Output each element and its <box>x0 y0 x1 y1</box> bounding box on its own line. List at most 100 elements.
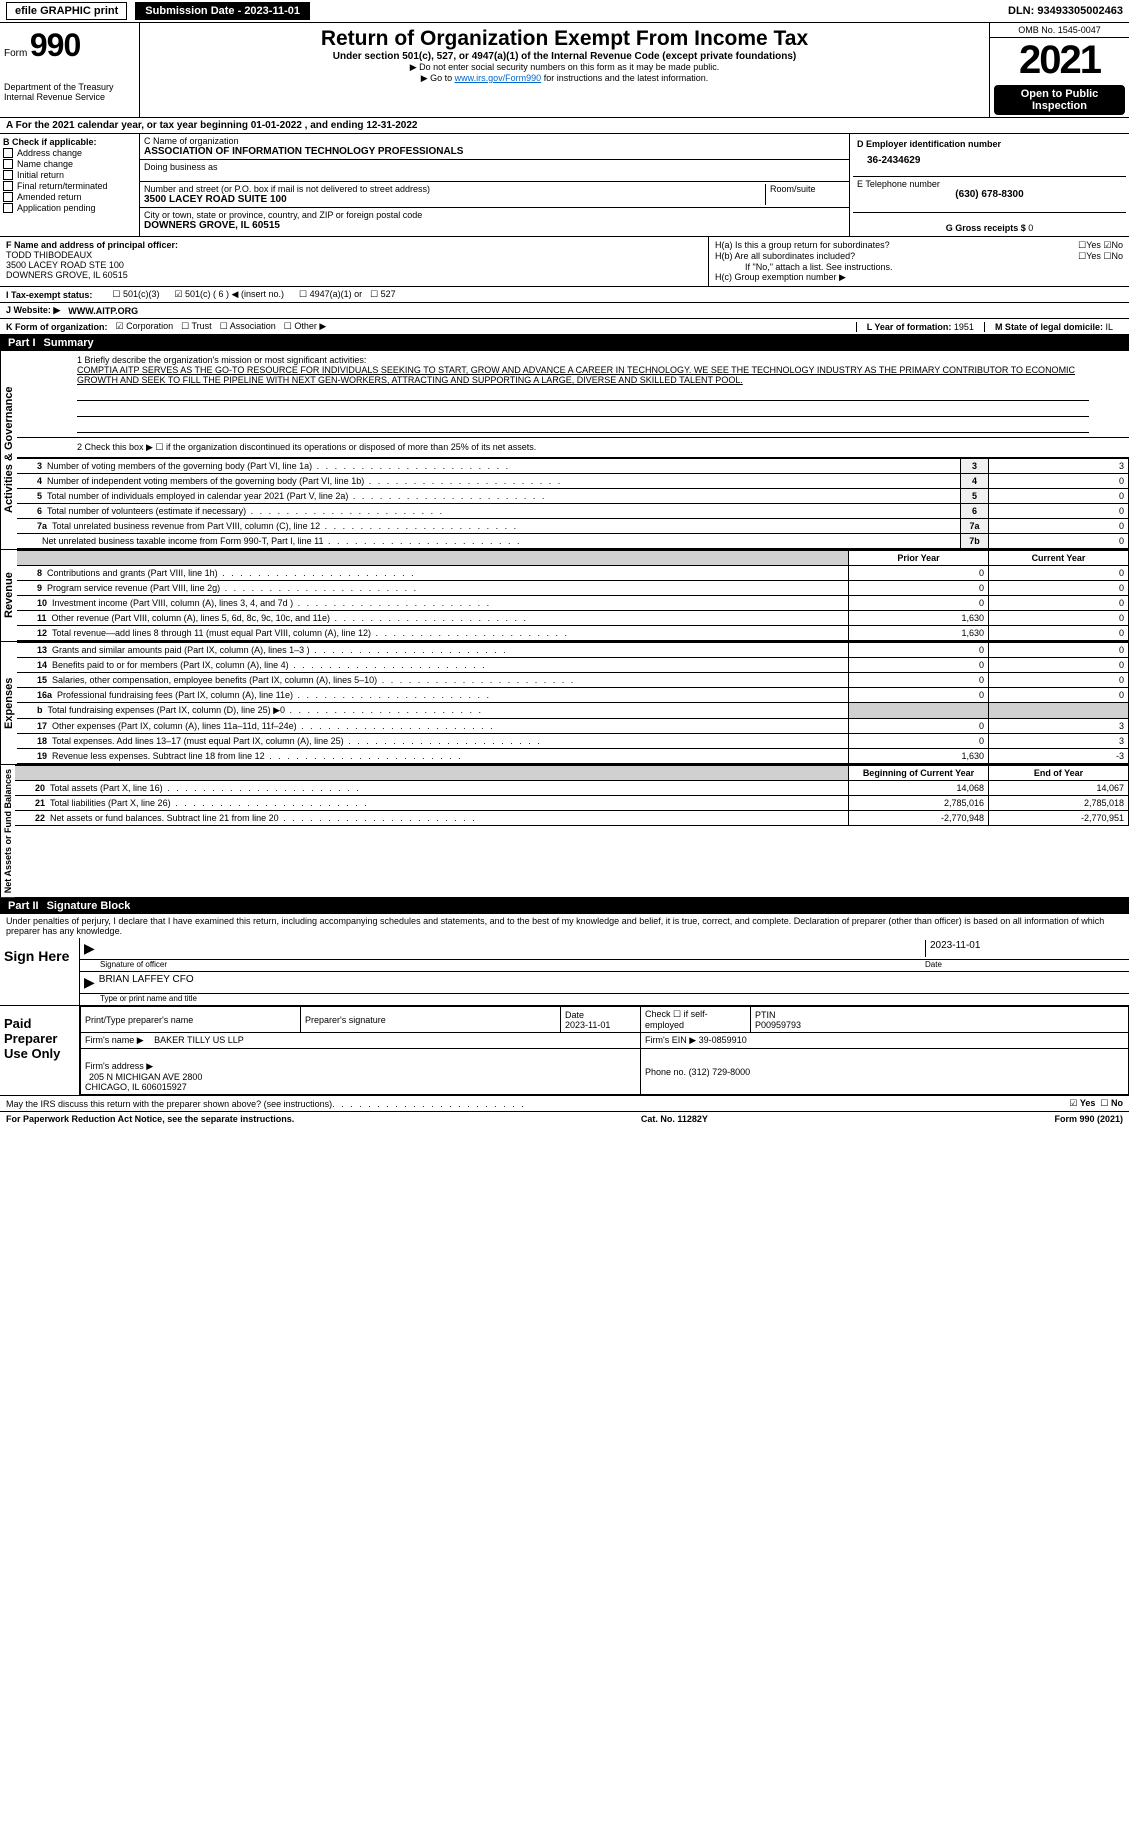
form-number-box: Form 990 Department of the Treasury Inte… <box>0 23 140 117</box>
table-row: 6 Total number of volunteers (estimate i… <box>17 504 1129 519</box>
officer-name: TODD THIBODEAUX <box>6 250 702 260</box>
officer-addr2: DOWNERS GROVE, IL 60515 <box>6 270 702 280</box>
line1-label: 1 Briefly describe the organization's mi… <box>77 355 1089 365</box>
row-k-l-m: K Form of organization: ☑ Corporation ☐ … <box>0 319 1129 335</box>
exp-table: 13 Grants and similar amounts paid (Part… <box>17 642 1129 764</box>
part2-title: Part II <box>8 900 47 912</box>
table-row: 7a Total unrelated business revenue from… <box>17 519 1129 534</box>
firm-addr-value: 205 N MICHIGAN AVE 2800 CHICAGO, IL 6060… <box>85 1072 202 1092</box>
omb-number: OMB No. 1545-0047 <box>990 23 1129 38</box>
table-row: 21 Total liabilities (Part X, line 26)2,… <box>15 796 1129 811</box>
ha-answer: ☐Yes ☑No <box>1078 240 1123 251</box>
row-m-label: M State of legal domicile: <box>995 322 1103 332</box>
gross-label: G Gross receipts $ <box>946 223 1026 233</box>
part1-name: Summary <box>44 337 94 349</box>
side-label-rev: Revenue <box>0 550 17 641</box>
chk-trust: ☐ Trust <box>181 321 212 332</box>
open-inspection: Open to Public Inspection <box>994 85 1125 115</box>
footer: For Paperwork Reduction Act Notice, see … <box>0 1112 1129 1126</box>
preparer-table: Print/Type preparer's name Preparer's si… <box>80 1006 1129 1095</box>
paid-preparer-block: Paid Preparer Use Only Print/Type prepar… <box>0 1006 1129 1096</box>
row-l-value: 1951 <box>954 322 974 332</box>
header-grid: B Check if applicable: Address changeNam… <box>0 134 1129 237</box>
submission-button[interactable]: Submission Date - 2023-11-01 <box>135 2 310 20</box>
discuss-answer: ☑ Yes ☐ No <box>1069 1098 1123 1109</box>
top-bar: efile GRAPHIC print Submission Date - 20… <box>0 0 1129 23</box>
part1-header: Part I Summary <box>0 335 1129 351</box>
prep-name-label: Print/Type preparer's name <box>81 1007 301 1033</box>
chk-other: ☐ Other ▶ <box>284 321 327 332</box>
table-row: 9 Program service revenue (Part VIII, li… <box>17 581 1129 596</box>
chk-corp: ☑ Corporation <box>116 321 174 332</box>
year-box: OMB No. 1545-0047 2021 Open to Public In… <box>989 23 1129 117</box>
table-row: 10 Investment income (Part VIII, column … <box>17 596 1129 611</box>
form-header: Form 990 Department of the Treasury Inte… <box>0 23 1129 118</box>
footer-mid: Cat. No. 11282Y <box>641 1114 708 1124</box>
discuss-row: May the IRS discuss this return with the… <box>0 1096 1129 1112</box>
prep-date-value: 2023-11-01 <box>565 1020 636 1030</box>
table-header-row: Prior YearCurrent Year <box>17 551 1129 566</box>
checkbox-item[interactable]: Name change <box>3 159 136 169</box>
sign-here-label: Sign Here <box>0 938 80 1005</box>
col-b-checkboxes: B Check if applicable: Address changeNam… <box>0 134 140 236</box>
checkbox-item[interactable]: Initial return <box>3 170 136 180</box>
officer-addr1: 3500 LACEY ROAD STE 100 <box>6 260 702 270</box>
side-label-gov: Activities & Governance <box>0 351 17 549</box>
ein-value: 36-2434629 <box>857 155 1122 166</box>
irs-link[interactable]: www.irs.gov/Form990 <box>455 73 542 83</box>
checkbox-item[interactable]: Final return/terminated <box>3 181 136 191</box>
form-prefix: Form <box>4 48 27 59</box>
footer-left: For Paperwork Reduction Act Notice, see … <box>6 1114 294 1124</box>
tax-year: 2021 <box>990 38 1129 83</box>
title-box: Return of Organization Exempt From Incom… <box>140 23 989 117</box>
mission-text: COMPTIA AITP SERVES AS THE GO-TO RESOURC… <box>77 365 1089 385</box>
table-header-row: Beginning of Current YearEnd of Year <box>15 766 1129 781</box>
check-self: Check ☐ if self-employed <box>641 1007 751 1033</box>
part2-name: Signature Block <box>47 900 131 912</box>
officer-name-value: BRIAN LAFFEY CFO <box>99 974 194 991</box>
firm-name-value: BAKER TILLY US LLP <box>154 1035 244 1045</box>
table-row: 22 Net assets or fund balances. Subtract… <box>15 811 1129 826</box>
table-row: 20 Total assets (Part X, line 16)14,0681… <box>15 781 1129 796</box>
checkbox-item[interactable]: Amended return <box>3 192 136 202</box>
hb-note: If "No," attach a list. See instructions… <box>715 262 1123 272</box>
phone-label: Phone no. <box>645 1067 686 1077</box>
side-label-net: Net Assets or Fund Balances <box>0 765 15 897</box>
gov-table: 3 Number of voting members of the govern… <box>17 458 1129 549</box>
form-subtitle: Under section 501(c), 527, or 4947(a)(1)… <box>144 51 985 62</box>
city-label: City or town, state or province, country… <box>144 210 845 220</box>
sign-here-block: Sign Here ▶ 2023-11-01 Signature of offi… <box>0 938 1129 1006</box>
table-row: 14 Benefits paid to or for members (Part… <box>17 658 1129 673</box>
table-row: 5 Total number of individuals employed i… <box>17 489 1129 504</box>
table-row: 3 Number of voting members of the govern… <box>17 459 1129 474</box>
dba-label: Doing business as <box>144 162 845 172</box>
date-label: Date <box>925 960 1125 969</box>
room-label: Room/suite <box>765 184 845 205</box>
org-city: DOWNERS GROVE, IL 60515 <box>144 220 845 231</box>
chk-assoc: ☐ Association <box>220 321 276 332</box>
addr-label: Number and street (or P.O. box if mail i… <box>144 184 765 194</box>
firm-ein-label: Firm's EIN ▶ <box>645 1035 696 1045</box>
col-b-label: B Check if applicable: <box>3 137 136 147</box>
chk-4947: ☐ 4947(a)(1) or <box>299 289 362 300</box>
row-m-value: IL <box>1105 322 1113 332</box>
prep-date-label: Date <box>565 1010 636 1020</box>
dept-label: Department of the Treasury Internal Reve… <box>4 82 135 102</box>
gross-value: 0 <box>1028 223 1033 233</box>
checkbox-item[interactable]: Address change <box>3 148 136 158</box>
prep-sig-label: Preparer's signature <box>301 1007 561 1033</box>
row-j-label: J Website: ▶ <box>6 305 60 316</box>
ptin-value: P00959793 <box>755 1020 1124 1030</box>
table-row: 4 Number of independent voting members o… <box>17 474 1129 489</box>
discuss-label: May the IRS discuss this return with the… <box>6 1099 332 1109</box>
col-c-org: C Name of organization ASSOCIATION OF IN… <box>140 134 849 236</box>
rev-table: Prior YearCurrent Year8 Contributions an… <box>17 550 1129 641</box>
firm-addr-label: Firm's address ▶ <box>85 1061 153 1071</box>
checkbox-item[interactable]: Application pending <box>3 203 136 213</box>
row-k-label: K Form of organization: <box>6 322 108 332</box>
efile-button[interactable]: efile GRAPHIC print <box>6 2 127 20</box>
row-i-label: I Tax-exempt status: <box>6 290 92 300</box>
sig-date: 2023-11-01 <box>925 940 1125 957</box>
table-row: 17 Other expenses (Part IX, column (A), … <box>17 719 1129 734</box>
org-address: 3500 LACEY ROAD SUITE 100 <box>144 194 765 205</box>
